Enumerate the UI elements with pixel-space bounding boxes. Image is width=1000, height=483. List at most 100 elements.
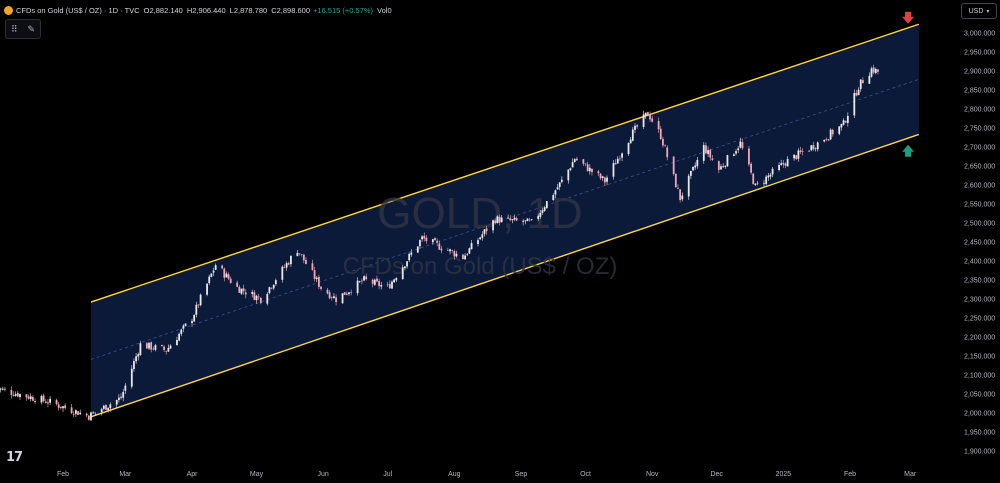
y-tick-label: 2,150.000 (964, 354, 995, 361)
candle-body (844, 120, 847, 123)
x-tick-label: Feb (57, 471, 69, 478)
open-value: 2,882.140 (149, 5, 183, 15)
candle-body (636, 125, 639, 127)
candle-body (10, 390, 13, 395)
arrow-up-icon[interactable] (902, 144, 915, 157)
candle-body (765, 176, 768, 185)
candle-body (236, 282, 239, 287)
chevron-down-icon: ▾ (986, 8, 990, 15)
candle-body (498, 216, 501, 223)
candle-body (812, 145, 815, 150)
candle-body (244, 292, 247, 295)
candle-body (771, 168, 774, 175)
candle-body (795, 155, 798, 160)
currency-value: USD (968, 7, 984, 15)
candle-body (739, 141, 742, 148)
candle-body (363, 276, 365, 281)
candle-body (365, 276, 368, 280)
y-axis-labels: 3,000.000 2,950.000 2,900.000 2,850.000 2,80… (964, 31, 995, 456)
candle-body (376, 278, 378, 282)
candle-body (421, 236, 423, 240)
candle-body (92, 412, 95, 414)
candle-body (584, 163, 587, 165)
brush-icon[interactable]: ✎ (27, 23, 36, 34)
candle-body (373, 279, 376, 285)
candle-body (4, 389, 6, 390)
candle-body (462, 254, 464, 259)
y-tick-label: 2,550.000 (964, 202, 995, 209)
candle-body (16, 392, 19, 397)
y-tick-label: 3,000.000 (964, 31, 995, 38)
candle-body (255, 295, 258, 301)
candle-body (780, 163, 783, 165)
gold-coin-icon (4, 5, 13, 15)
symbol-title[interactable]: CFDs on Gold (US$ / OZ) · 1D · TVC (16, 5, 140, 15)
candle-body (425, 237, 428, 242)
candle-body (696, 159, 699, 167)
channel-lower-line[interactable] (90, 133, 920, 418)
candle-body (311, 263, 314, 270)
candle-body (631, 129, 634, 141)
y-tick-label: 2,050.000 (964, 392, 995, 399)
candle-body (242, 288, 245, 292)
candle-body (438, 243, 441, 250)
candle-body (862, 80, 864, 84)
candle-body (586, 164, 589, 172)
y-tick-label: 2,350.000 (964, 278, 995, 285)
symbol-header[interactable]: CFDs on Gold (US$ / OZ) · 1D · TVC O 2,88… (4, 3, 392, 17)
candle-body (223, 268, 226, 278)
currency-select[interactable]: USD ▾ (961, 3, 997, 19)
candle-body (619, 158, 621, 160)
high-value: 2,906.440 (192, 5, 226, 15)
candle-body (711, 158, 714, 161)
candle-body (360, 280, 363, 282)
x-tick-label: Oct (580, 471, 591, 478)
candle-body (408, 253, 411, 261)
tradingview-logo[interactable]: 17 (6, 450, 23, 465)
candle-body (799, 150, 802, 153)
candle-body (14, 393, 17, 396)
candle-body (825, 139, 828, 140)
candle-body (687, 175, 690, 197)
candle-body (831, 129, 834, 135)
candle-body (434, 238, 436, 241)
candle-body (12, 395, 15, 396)
candle-body (694, 165, 697, 168)
candle-body (567, 169, 570, 181)
grid-icon[interactable]: ⠿ (10, 23, 18, 34)
candle-body (449, 249, 451, 252)
candle-body (300, 254, 303, 255)
close-label: C (271, 5, 277, 15)
arrow-down-icon[interactable] (902, 11, 915, 24)
candle-body (0, 388, 2, 390)
candle-body (272, 284, 275, 289)
candle-body (169, 345, 172, 349)
candle-body (614, 163, 617, 165)
drawing-tools-toggle[interactable]: ⠿ ✎ (5, 19, 41, 39)
candle-body (724, 165, 727, 167)
candle-body (333, 296, 335, 299)
candle-body (483, 229, 486, 234)
candle-body (251, 291, 254, 294)
watermark-description: CFDs on Gold (US$ / OZ) (343, 253, 618, 280)
candle-body (287, 263, 290, 265)
candle-body (853, 92, 856, 116)
candle-body (221, 265, 224, 269)
candle-body (154, 345, 157, 350)
x-tick-label: Jul (383, 471, 392, 478)
candle-body (543, 207, 546, 211)
channel-upper-line[interactable] (90, 23, 920, 303)
candle-body (797, 150, 800, 159)
candle-body (481, 234, 484, 238)
candle-body (320, 286, 322, 289)
candle-body (416, 246, 419, 253)
candle-body (27, 396, 30, 399)
x-tick-label: Dec (710, 471, 723, 478)
y-tick-label: 2,000.000 (964, 411, 995, 418)
close-value: 2,898.600 (276, 5, 310, 15)
candle-body (720, 166, 722, 170)
candle-body (137, 354, 140, 357)
candle-body (784, 163, 787, 166)
candle-body (87, 415, 90, 420)
